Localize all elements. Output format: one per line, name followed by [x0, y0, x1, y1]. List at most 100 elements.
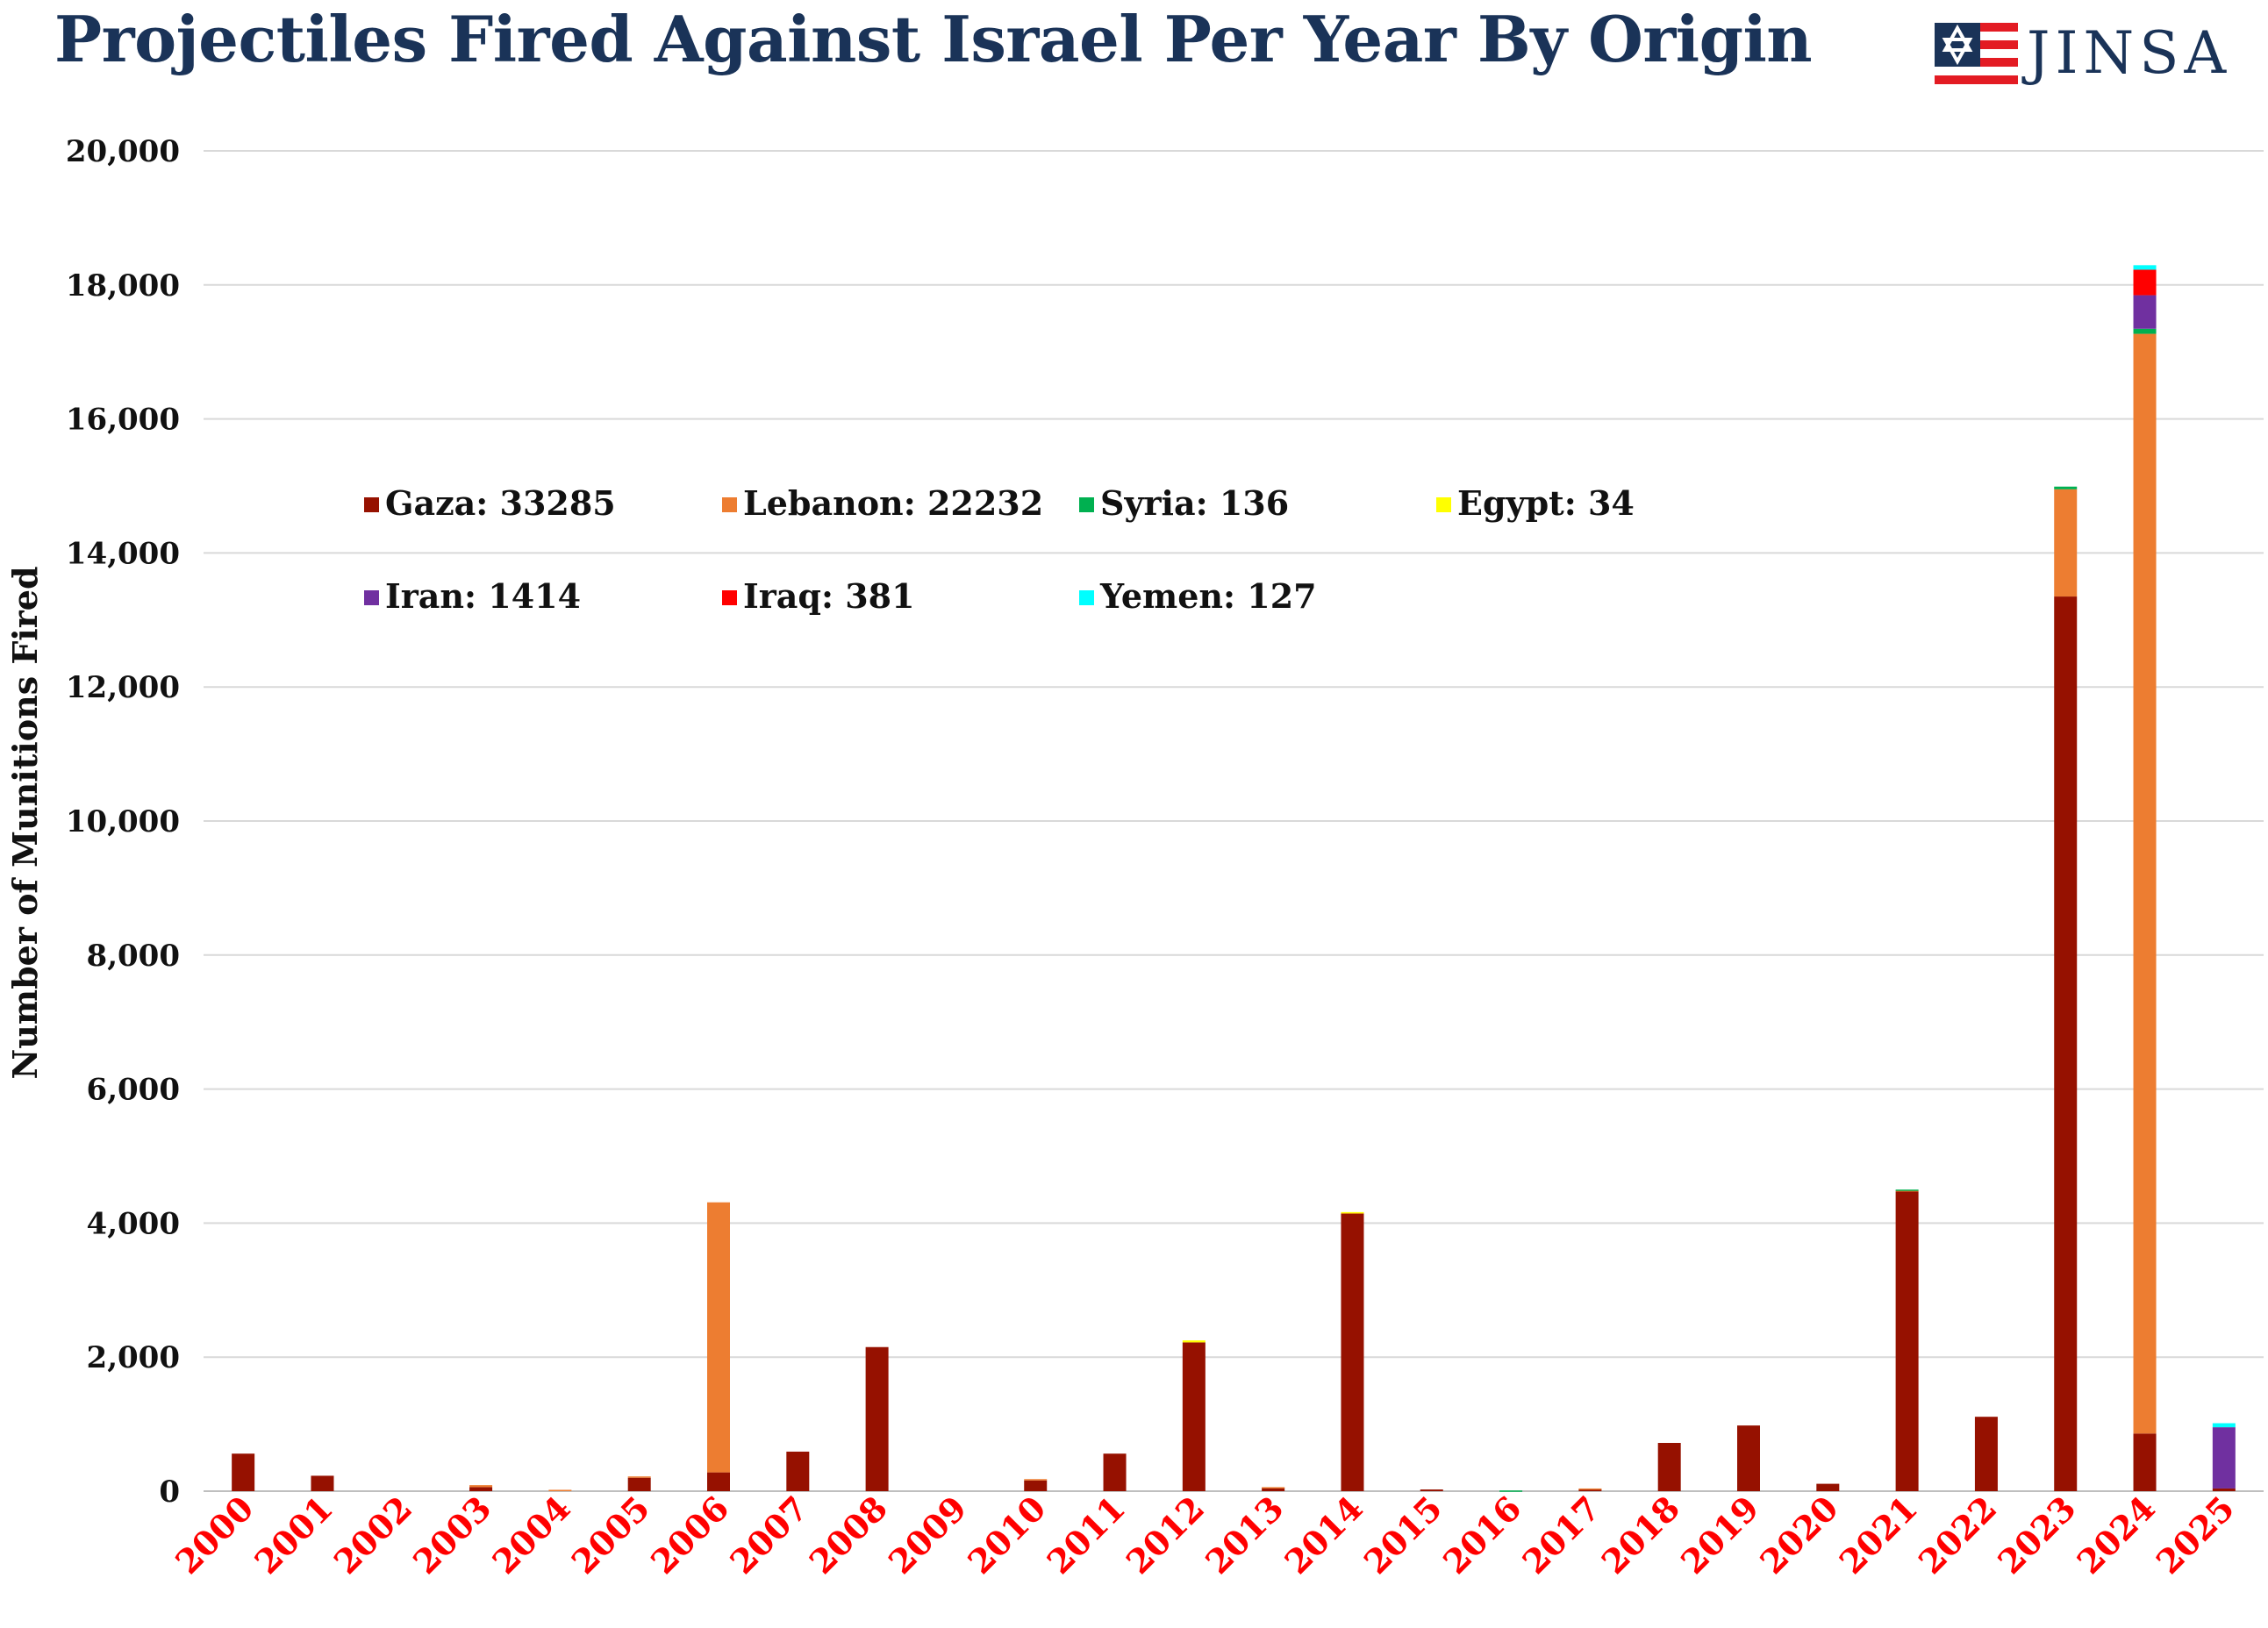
x-tick-label: 2015 [1356, 1489, 1450, 1582]
legend-swatch [364, 497, 379, 512]
logo-wordmark: JINSA [2027, 19, 2232, 87]
legend-swatch [1079, 590, 1094, 605]
x-tick-label: 2011 [1039, 1489, 1133, 1582]
bar-gaza-2013 [1262, 1488, 1285, 1491]
legend-label: Gaza: 33285 [385, 483, 616, 523]
bar-gaza-2023 [2054, 596, 2078, 1491]
x-tick-label: 2005 [563, 1489, 657, 1582]
x-tick-label: 2003 [405, 1489, 499, 1582]
bar-gaza-2012 [1182, 1342, 1206, 1491]
bar-gaza-2000 [232, 1453, 255, 1491]
y-tick-label: 2,000 [87, 1340, 180, 1375]
bar-gaza-2024 [2133, 1433, 2157, 1491]
y-tick-label: 4,000 [87, 1206, 180, 1241]
y-tick-label: 16,000 [66, 403, 180, 438]
x-tick-label: 2013 [1198, 1489, 1291, 1582]
flag-star-icon [1935, 23, 2018, 84]
chart-title: Projectiles Fired Against Israel Per Yea… [54, 2, 1813, 76]
bar-iran-2025 [2212, 1427, 2236, 1489]
legend-label: Egypt: 34 [1457, 483, 1635, 523]
x-tick-label: 2008 [801, 1489, 895, 1582]
bar-syria-2016 [1499, 1490, 1523, 1492]
x-tick-label: 2000 [168, 1489, 261, 1582]
y-axis-label: Number of Munitions Fired [5, 566, 45, 1079]
bar-gaza-2005 [627, 1477, 651, 1491]
y-tick-label: 20,000 [66, 134, 180, 169]
legend-swatch [1079, 497, 1094, 512]
bar-gaza-2020 [1816, 1483, 1840, 1491]
y-tick-label: 8,000 [87, 939, 180, 974]
x-tick-label: 2016 [1435, 1489, 1529, 1582]
bar-gaza-2021 [1895, 1191, 1919, 1491]
x-tick-label: 2024 [2069, 1489, 2163, 1582]
y-axis-ticks: 0 2,000 4,000 6,000 8,000 10,000 12,000 14,000 1… [66, 134, 180, 1510]
bars [232, 265, 2236, 1492]
y-tick-label: 18,000 [66, 268, 180, 303]
bar-gaza-2017 [1578, 1489, 1602, 1491]
x-tick-label: 2020 [1752, 1489, 1846, 1582]
legend-label: Syria: 136 [1100, 483, 1289, 523]
bar-lebanon-2003 [469, 1485, 493, 1488]
bar-gaza-2025 [2212, 1488, 2236, 1491]
bar-lebanon-2005 [627, 1476, 651, 1478]
bar-egypt-2014 [1341, 1211, 1364, 1214]
bar-gaza-2022 [1974, 1417, 1998, 1491]
bar-lebanon-2017 [1578, 1488, 1602, 1490]
legend-label: Yemen: 127 [1099, 576, 1317, 616]
x-tick-label: 2007 [722, 1489, 816, 1582]
x-tick-label: 2021 [1831, 1489, 1925, 1582]
y-tick-label: 10,000 [66, 804, 180, 839]
legend-swatch [722, 497, 737, 512]
bar-syria-2024 [2133, 328, 2157, 334]
bar-lebanon-2013 [1262, 1487, 1285, 1489]
legend-label: Lebanon: 22232 [743, 483, 1043, 523]
bar-gaza-2001 [311, 1475, 334, 1491]
jinsa-logo: JINSA [1935, 19, 2233, 89]
y-tick-label: 0 [159, 1474, 180, 1510]
x-tick-label: 2022 [1911, 1489, 2005, 1582]
gridlines [204, 150, 2264, 1492]
bar-iraq-2024 [2133, 269, 2157, 296]
bar-yemen-2025 [2212, 1423, 2236, 1428]
bar-lebanon-2010 [1024, 1479, 1048, 1481]
x-tick-label: 2009 [881, 1489, 975, 1582]
legend-swatch [722, 590, 737, 605]
bar-gaza-2015 [1420, 1489, 1443, 1491]
x-tick-label: 2019 [1673, 1489, 1767, 1582]
x-tick-label: 2001 [247, 1489, 340, 1582]
y-tick-label: 12,000 [66, 670, 180, 705]
bar-lebanon-2004 [548, 1489, 572, 1491]
x-axis-ticks: 2000200120022003200420052006200720082009… [168, 1489, 2242, 1582]
bar-gaza-2007 [786, 1451, 810, 1491]
y-tick-label: 14,000 [66, 536, 180, 571]
bar-lebanon-2006 [707, 1202, 730, 1473]
bar-gaza-2006 [707, 1472, 730, 1491]
bar-gaza-2014 [1341, 1212, 1364, 1491]
bar-syria-2023 [2054, 486, 2078, 489]
y-tick-label: 6,000 [87, 1073, 180, 1108]
x-tick-label: 2014 [1277, 1489, 1370, 1582]
x-tick-label: 2023 [1990, 1489, 2084, 1582]
x-tick-label: 2018 [1593, 1489, 1687, 1582]
bar-gaza-2011 [1103, 1453, 1127, 1491]
legend: Gaza: 33285 Lebanon: 22232 Syria: 136 Egypt… [364, 483, 1635, 616]
legend-label: Iraq: 381 [743, 576, 915, 616]
x-tick-label: 2006 [643, 1489, 737, 1582]
bar-lebanon-2023 [2054, 489, 2078, 597]
x-tick-label: 2025 [2149, 1489, 2243, 1582]
x-tick-label: 2017 [1514, 1489, 1608, 1582]
legend-swatch [1436, 497, 1451, 512]
x-tick-label: 2004 [484, 1489, 578, 1582]
bar-gaza-2018 [1657, 1442, 1681, 1491]
legend-label: Iran: 1414 [385, 576, 581, 616]
bar-lebanon-2024 [2133, 333, 2157, 1434]
bar-lebanon-2021 [1895, 1189, 1919, 1192]
bar-egypt-2012 [1182, 1340, 1206, 1343]
bar-yemen-2024 [2133, 265, 2157, 270]
bar-syria-2021 [1895, 1189, 1919, 1191]
bar-gaza-2008 [865, 1346, 889, 1491]
x-tick-label: 2002 [326, 1489, 420, 1582]
bar-gaza-2010 [1024, 1480, 1048, 1491]
legend-swatch [364, 590, 379, 605]
